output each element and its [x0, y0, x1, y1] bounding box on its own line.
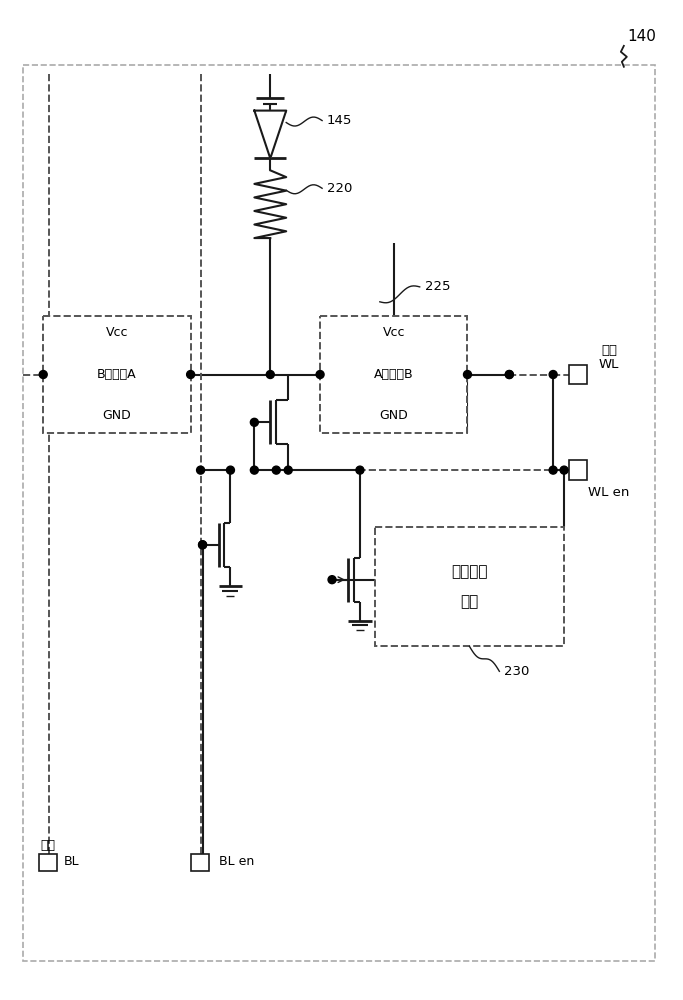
Bar [375, 527, 564, 646]
Text: 反馈抑制: 反馈抑制 [451, 564, 488, 579]
Circle shape [549, 466, 557, 474]
Text: A缓冲器B: A缓冲器B [374, 368, 414, 381]
Text: 共用: 共用 [601, 344, 617, 357]
Circle shape [284, 466, 292, 474]
Circle shape [197, 466, 205, 474]
Text: 共用: 共用 [41, 839, 56, 852]
Text: 电路: 电路 [460, 594, 479, 609]
Bar [320, 316, 467, 433]
Circle shape [266, 371, 275, 378]
Circle shape [251, 466, 258, 474]
Bar [191, 854, 208, 871]
Circle shape [251, 418, 258, 426]
Circle shape [505, 371, 514, 378]
Text: GND: GND [380, 409, 408, 422]
Circle shape [464, 371, 471, 378]
Bar [39, 854, 57, 871]
Text: Vcc: Vcc [106, 326, 128, 339]
Text: BL en: BL en [219, 855, 254, 868]
Circle shape [505, 371, 514, 378]
Circle shape [316, 371, 324, 378]
Circle shape [356, 466, 364, 474]
Text: WL en: WL en [588, 486, 630, 499]
Text: WL: WL [599, 358, 619, 371]
Circle shape [273, 466, 280, 474]
Text: Vcc: Vcc [382, 326, 405, 339]
Circle shape [560, 466, 568, 474]
Text: B缓冲器A: B缓冲器A [97, 368, 137, 381]
Text: GND: GND [102, 409, 131, 422]
Circle shape [199, 541, 206, 549]
Bar [569, 460, 587, 480]
Circle shape [227, 466, 234, 474]
Circle shape [328, 576, 336, 584]
Circle shape [199, 541, 206, 549]
Text: 145: 145 [327, 114, 352, 127]
Circle shape [39, 371, 47, 378]
Circle shape [186, 371, 195, 378]
Polygon shape [254, 111, 286, 158]
Bar [569, 365, 587, 384]
Circle shape [549, 371, 557, 378]
Bar [43, 316, 191, 433]
Text: 220: 220 [327, 182, 352, 195]
Text: 230: 230 [504, 665, 530, 678]
Text: BL: BL [64, 855, 80, 868]
Text: 140: 140 [627, 29, 656, 44]
Text: 225: 225 [425, 280, 450, 293]
